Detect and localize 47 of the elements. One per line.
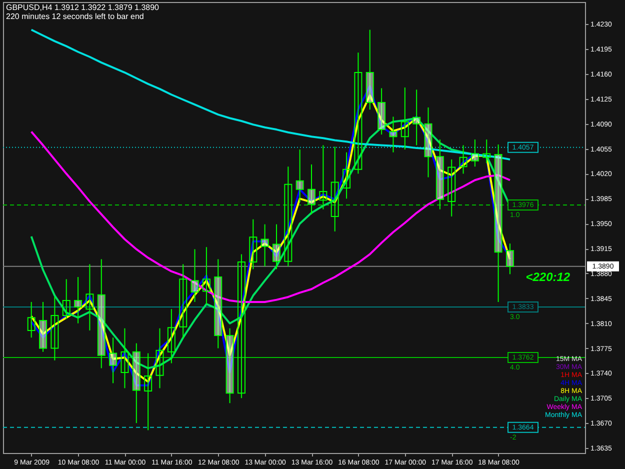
candlestick [400, 87, 409, 150]
candlestick [412, 89, 421, 146]
candlestick [330, 146, 339, 232]
candlestick [436, 139, 444, 210]
candlestick [167, 308, 176, 364]
candlestick [424, 106, 432, 178]
candlestick [86, 264, 94, 331]
candlestick [202, 246, 210, 305]
candlestick [39, 301, 48, 352]
candlestick [120, 328, 129, 389]
candlestick [354, 52, 362, 174]
candlestick [459, 144, 468, 174]
candlestick [156, 328, 164, 389]
candlestick [109, 337, 118, 384]
candlestick [482, 139, 491, 164]
text: 220 minutes 12 seconds left to bar end [6, 12, 144, 21]
chart-title: GBPUSD,H4 1.3912 1.3922 1.3879 1.3890 [6, 3, 160, 12]
candlestick [249, 218, 258, 270]
candlestick [494, 144, 502, 302]
candlestick [144, 352, 152, 431]
candlestick [50, 296, 59, 361]
candlestick [470, 139, 479, 168]
candlestick [389, 116, 398, 153]
candlestick [226, 328, 234, 404]
candlestick [506, 243, 514, 275]
candlestick [366, 29, 374, 110]
candlestick [284, 166, 292, 267]
candlestick [27, 301, 36, 338]
annotation: <220:12 [526, 270, 570, 284]
candlestick [74, 276, 82, 324]
line-series [30, 130, 511, 303]
candlestick [132, 342, 140, 424]
candlestick [62, 278, 70, 320]
candlestick [260, 224, 269, 267]
candlestick [319, 144, 328, 210]
candlestick [296, 148, 304, 203]
candlestick [190, 248, 199, 302]
candlestick [214, 258, 222, 349]
candlestick [448, 158, 456, 217]
candlestick [308, 164, 316, 215]
line-series [30, 28, 511, 160]
candlestick [272, 224, 280, 270]
candlestick [342, 152, 351, 200]
candlestick [97, 258, 106, 369]
candlestick [378, 88, 386, 136]
candlestick [179, 264, 188, 339]
candlestick [237, 254, 246, 399]
